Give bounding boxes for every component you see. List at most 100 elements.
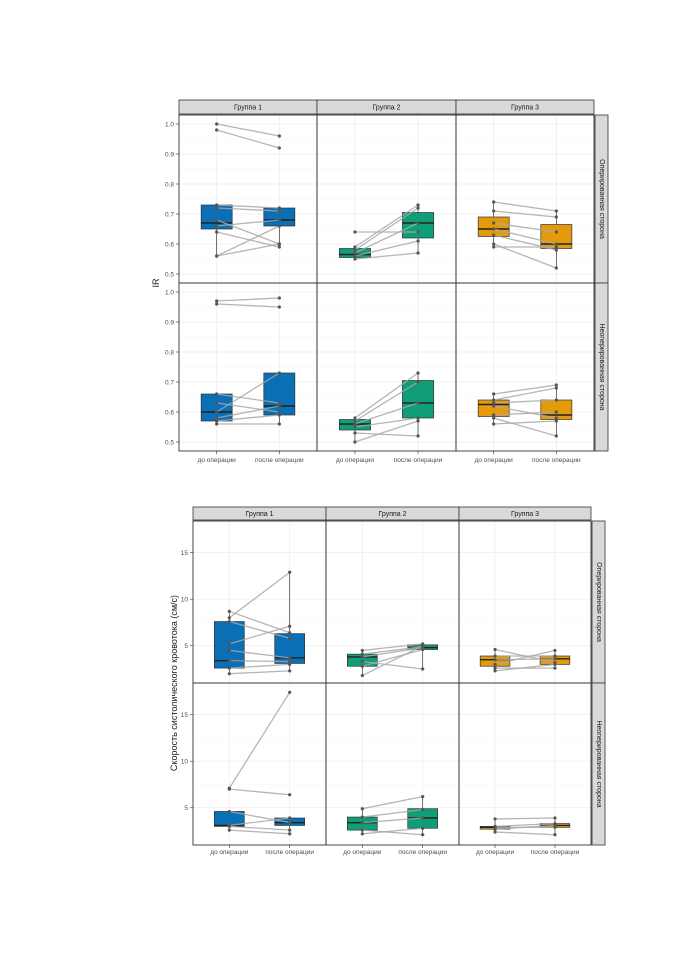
y-tick-label: 15 (181, 550, 189, 557)
data-point (360, 821, 364, 825)
data-point (554, 242, 558, 246)
data-point (353, 425, 357, 429)
data-point (360, 659, 364, 664)
y-tick-label: 0.7 (165, 379, 174, 386)
paired-line (216, 231, 280, 248)
data-point (360, 664, 364, 668)
data-point (353, 245, 357, 249)
data-point (492, 209, 496, 213)
data-point (492, 416, 496, 420)
data-point (554, 266, 558, 270)
facet-column-label: Группа 3 (511, 511, 539, 518)
data-point (277, 134, 281, 138)
facet-panel (325, 520, 460, 684)
x-tick-label: после операции (398, 849, 447, 856)
data-point (215, 122, 219, 126)
data-point (353, 254, 357, 258)
paired-line (362, 827, 423, 835)
x-tick-label: до операции (336, 457, 375, 464)
facet-panel (178, 282, 318, 452)
y-tick-label: 0.5 (165, 271, 174, 278)
data-point (554, 245, 558, 249)
data-point (353, 251, 357, 255)
data-point (288, 636, 292, 640)
data-point (227, 666, 231, 670)
data-point (421, 826, 425, 830)
data-point (416, 230, 420, 234)
data-point (493, 669, 497, 673)
data-point (360, 673, 364, 678)
data-point (554, 230, 558, 234)
data-point (554, 398, 558, 402)
paired-line (362, 808, 423, 818)
y-tick-label: 1.0 (165, 121, 174, 128)
data-point (492, 227, 496, 231)
data-point (353, 422, 357, 426)
data-point (277, 413, 281, 417)
data-point (288, 669, 292, 673)
data-point (360, 832, 364, 836)
data-point (554, 383, 558, 387)
x-tick-label: до операции (198, 457, 237, 464)
paired-line (354, 420, 419, 443)
y-tick-label: 5 (184, 643, 188, 650)
data-point (215, 422, 219, 426)
facet-strip-column (455, 99, 595, 115)
data-point (215, 128, 219, 132)
paired-line (493, 399, 557, 404)
facet-panel (458, 520, 592, 684)
data-point (288, 821, 292, 825)
data-point (353, 257, 357, 261)
facet-strip-row (594, 282, 609, 452)
y-tick-label: 10 (181, 759, 189, 766)
data-point (277, 296, 281, 300)
data-point (553, 648, 557, 653)
paired-line (229, 825, 290, 831)
y-axis-title: Скорость систолического кровотока (см/с) (169, 595, 179, 771)
paired-line (216, 207, 280, 212)
paired-line (354, 417, 419, 428)
data-point (277, 410, 281, 414)
data-point (493, 662, 497, 666)
paired-line (228, 571, 291, 619)
paired-line (493, 243, 557, 269)
y-tick-label: 0.8 (165, 349, 174, 356)
data-point (215, 401, 219, 405)
data-point (277, 206, 281, 210)
panel-border (458, 682, 592, 846)
box-body (402, 212, 435, 239)
facet-panel (455, 114, 595, 284)
data-point (227, 616, 231, 620)
data-point (227, 828, 231, 832)
facet-row-label: Оперированная сторона (595, 562, 602, 642)
paired-line (216, 303, 280, 308)
data-point (360, 815, 364, 819)
data-point (416, 371, 420, 375)
y-axis-title: IR (151, 278, 161, 288)
facet-panel (192, 520, 327, 684)
paired-line (495, 822, 555, 828)
data-point (416, 203, 420, 207)
facet-column-label: Группа 2 (372, 105, 400, 112)
facet-panel (178, 114, 318, 284)
data-point (492, 398, 496, 402)
data-point (215, 410, 219, 414)
y-tick-label: 0.7 (165, 211, 174, 218)
y-tick-label: 0.5 (165, 439, 174, 446)
facet-column-label: Группа 1 (245, 511, 273, 518)
data-point (277, 224, 281, 228)
data-point (353, 431, 357, 435)
data-point (492, 233, 496, 237)
data-point (360, 652, 364, 656)
paired-line (229, 620, 290, 639)
data-point (493, 666, 497, 670)
x-tick-label: до операции (343, 849, 382, 856)
paired-line (362, 646, 423, 655)
data-point (277, 401, 281, 405)
paired-line (493, 417, 557, 437)
paired-line (354, 204, 419, 248)
data-point (215, 419, 219, 423)
data-point (288, 656, 292, 660)
data-point (215, 224, 219, 228)
